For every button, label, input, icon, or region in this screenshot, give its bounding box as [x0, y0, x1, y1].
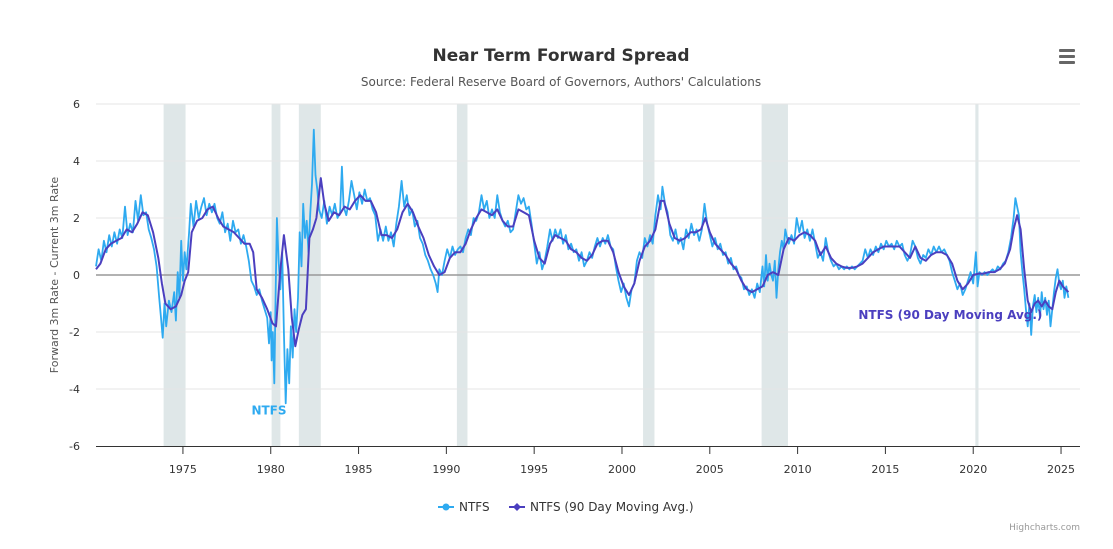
legend-item-ntfs-moving-avg[interactable]: NTFS (90 Day Moving Avg.)	[509, 500, 694, 514]
x-tick-label: 2010	[784, 463, 812, 476]
y-axis-title: Forward 3m Rate - Current 3m Rate	[48, 177, 61, 374]
context-menu-button[interactable]	[1052, 42, 1082, 70]
hamburger-menu-icon	[1059, 49, 1075, 64]
legend-item-ntfs[interactable]: NTFS	[438, 500, 490, 514]
legend-label-ntfs-moving-avg: NTFS (90 Day Moving Avg.)	[530, 500, 694, 514]
chart-subtitle: Source: Federal Reserve Board of Governo…	[361, 75, 761, 89]
credits-link[interactable]: Highcharts.com	[1009, 523, 1080, 533]
y-tick-label: 4	[73, 155, 80, 168]
x-tick-label: 2015	[871, 463, 899, 476]
y-tick-label: 6	[73, 98, 80, 111]
y-gridlines	[96, 103, 1080, 390]
series-label-ntfs: NTFS	[251, 404, 286, 418]
legend-marker-diamond-icon	[513, 503, 521, 511]
series-label-ntfs-moving-avg: NTFS (90 Day Moving Avg.)	[858, 308, 1042, 322]
y-tick-label: 2	[73, 212, 80, 225]
legend-label-ntfs: NTFS	[459, 500, 490, 514]
x-tick-label: 1995	[520, 463, 548, 476]
x-tick-label: 1985	[345, 463, 373, 476]
legend: NTFS NTFS (90 Day Moving Avg.)	[438, 500, 694, 514]
series-annotations: NTFS NTFS (90 Day Moving Avg.)	[251, 308, 1042, 417]
series-layer	[95, 128, 1070, 405]
series-line-ntfs	[95, 128, 1070, 405]
chart-title: Near Term Forward Spread	[432, 46, 689, 66]
y-tick-label: 0	[73, 269, 80, 282]
legend-marker-circle-icon	[442, 503, 450, 511]
y-tick-label: -4	[69, 383, 80, 396]
y-tick-label: -2	[69, 326, 80, 339]
x-tick-label: 2025	[1047, 463, 1075, 476]
y-axis-labels: 6 4 2 0 -2 -4 -6	[69, 98, 80, 453]
x-tick-label: 1975	[169, 463, 197, 476]
series-line-ntfs-moving-avg	[95, 177, 1070, 348]
x-axis-labels: 1975 1980 1985 1990 1995 2000 2005 2010 2015 2020…	[96, 446, 1080, 476]
y-tick-label: -6	[69, 440, 80, 453]
x-tick-label: 2000	[608, 463, 636, 476]
x-tick-label: 1980	[257, 463, 285, 476]
x-tick-label: 1990	[432, 463, 460, 476]
x-tick-label: 2020	[959, 463, 987, 476]
x-tick-label: 2005	[696, 463, 724, 476]
